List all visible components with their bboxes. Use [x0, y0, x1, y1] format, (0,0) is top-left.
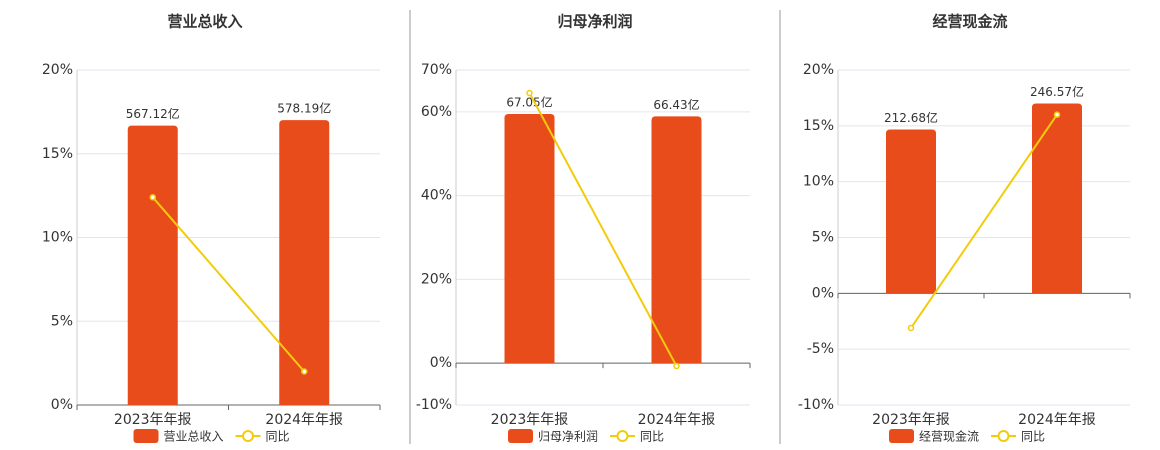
legend-swatch: [889, 429, 914, 443]
bar: [1032, 103, 1082, 294]
value-label: 567.12亿: [126, 106, 180, 121]
chart: 经营现金流 -10% -5% 0% 5% 10% 15% 20% 2023年年报 2024年年报 2…: [798, 13, 1131, 444]
legend-swatch: [616, 430, 629, 442]
value-label: 578.19亿: [277, 101, 331, 116]
line: [151, 196, 306, 373]
legend-swatch: [242, 430, 255, 442]
line-point: [907, 324, 915, 332]
bar: [651, 116, 702, 364]
bar: [279, 120, 330, 405]
y-tick-label: 20%: [42, 62, 73, 78]
bar: [127, 125, 178, 406]
chart: 归母净利润 -10% 0% 20% 40% 60% 70% 2023年年报 2024年年报 67.…: [416, 13, 751, 444]
y-tick-label: 10%: [803, 174, 834, 190]
chart-title: 营业总收入: [167, 13, 242, 31]
legend-label: 同比: [266, 430, 290, 444]
y-tick-label: -5%: [807, 341, 834, 357]
value-label: 246.57亿: [1030, 84, 1084, 99]
y-tick-label: 70%: [421, 62, 452, 78]
line-point: [526, 89, 533, 97]
legend-label: 经营现金流: [919, 429, 979, 444]
x-tick-label: 2023年年报: [491, 412, 569, 428]
bar: [886, 129, 936, 294]
y-tick-label: 5%: [812, 230, 834, 246]
chart: 营业总收入 0% 5% 10% 15% 20% 2023年年报 2024年年报 567.12亿 5…: [42, 13, 381, 444]
legend-swatch: [997, 430, 1010, 442]
line-point: [301, 368, 308, 375]
legend-label: 同比: [640, 430, 664, 444]
bar: [504, 114, 555, 364]
y-tick-label: 0%: [430, 355, 452, 371]
line: [528, 92, 678, 367]
y-tick-label: 20%: [421, 271, 452, 287]
value-label: 212.68亿: [884, 110, 938, 125]
value-label: 66.43亿: [653, 97, 699, 112]
line-point: [1053, 111, 1061, 118]
y-tick-label: 15%: [803, 118, 834, 134]
y-tick-label: -10%: [416, 397, 452, 413]
x-tick-label: 2024年年报: [265, 412, 343, 428]
line: [910, 114, 1058, 329]
y-tick-label: 15%: [42, 146, 73, 162]
line-point: [149, 194, 156, 201]
value-label: 67.05亿: [506, 95, 552, 110]
y-tick-label: 5%: [51, 313, 73, 329]
chart-title: 归母净利润: [557, 13, 632, 31]
x-tick-label: 2023年年报: [872, 412, 950, 428]
x-tick-label: 2024年年报: [1018, 412, 1096, 428]
legend-label: 营业总收入: [164, 430, 224, 444]
y-tick-label: -10%: [798, 397, 834, 413]
x-tick-label: 2024年年报: [638, 412, 716, 428]
legend-swatch: [133, 429, 159, 443]
line-point: [673, 362, 680, 370]
y-tick-label: 20%: [803, 62, 834, 78]
x-tick-label: 2023年年报: [114, 412, 192, 428]
y-tick-label: 0%: [812, 285, 834, 301]
y-tick-label: 40%: [421, 188, 452, 204]
y-tick-label: 60%: [421, 104, 452, 120]
legend-label: 归母净利润: [538, 430, 598, 444]
chart-title: 经营现金流: [932, 13, 1007, 31]
y-tick-label: 0%: [51, 397, 73, 413]
y-tick-label: 10%: [42, 230, 73, 246]
legend-label: 同比: [1021, 430, 1045, 444]
legend-swatch: [508, 429, 533, 443]
